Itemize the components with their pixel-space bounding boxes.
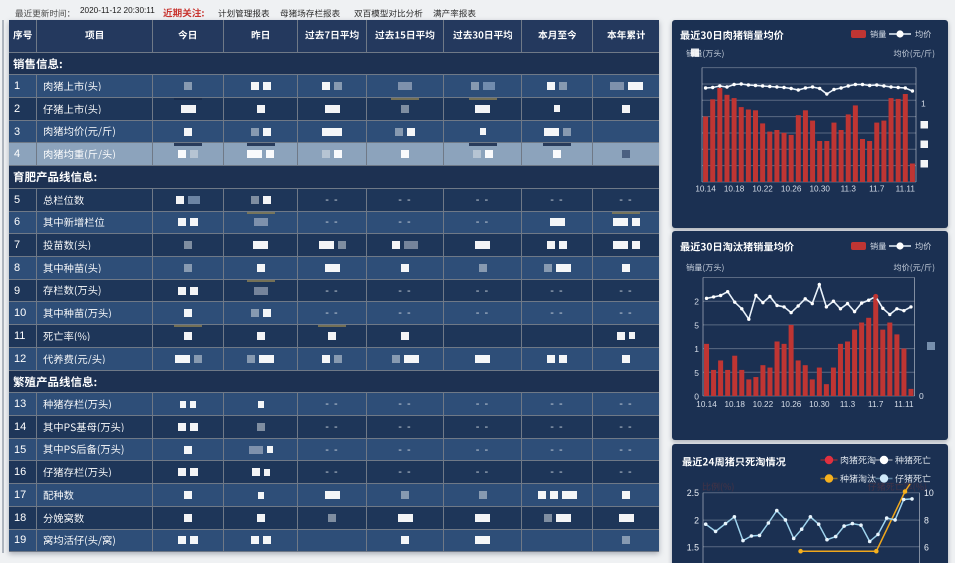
svg-text:10.30: 10.30 bbox=[809, 400, 830, 409]
svg-text:1.5: 1.5 bbox=[687, 542, 699, 552]
svg-text:11.3: 11.3 bbox=[840, 400, 856, 409]
svg-text:10.26: 10.26 bbox=[781, 400, 802, 409]
svg-text:10.26: 10.26 bbox=[781, 185, 802, 194]
svg-text:2.5: 2.5 bbox=[687, 488, 699, 498]
svg-text:11.7: 11.7 bbox=[869, 185, 885, 194]
svg-text:11.3: 11.3 bbox=[841, 185, 857, 194]
svg-text:10.18: 10.18 bbox=[724, 185, 745, 194]
svg-text:10: 10 bbox=[924, 488, 934, 498]
svg-text:10.14: 10.14 bbox=[695, 185, 716, 194]
svg-text:10.18: 10.18 bbox=[724, 400, 745, 409]
svg-text:1: 1 bbox=[694, 344, 699, 354]
svg-text:10.30: 10.30 bbox=[809, 185, 830, 194]
svg-text:2: 2 bbox=[694, 297, 699, 307]
svg-text:10.22: 10.22 bbox=[753, 400, 774, 409]
svg-text:1: 1 bbox=[921, 99, 926, 109]
svg-text:11.7: 11.7 bbox=[868, 400, 884, 409]
svg-text:0: 0 bbox=[919, 391, 924, 401]
svg-text:10.14: 10.14 bbox=[696, 400, 717, 409]
svg-text:11.11: 11.11 bbox=[896, 185, 916, 194]
svg-text:10.22: 10.22 bbox=[752, 185, 773, 194]
svg-text:6: 6 bbox=[924, 542, 929, 552]
svg-text:5: 5 bbox=[694, 368, 699, 378]
svg-text:2: 2 bbox=[694, 516, 699, 526]
svg-text:5: 5 bbox=[694, 320, 699, 330]
svg-text:0: 0 bbox=[694, 392, 699, 402]
svg-text:8: 8 bbox=[924, 516, 929, 526]
svg-text:11.11: 11.11 bbox=[894, 400, 914, 409]
